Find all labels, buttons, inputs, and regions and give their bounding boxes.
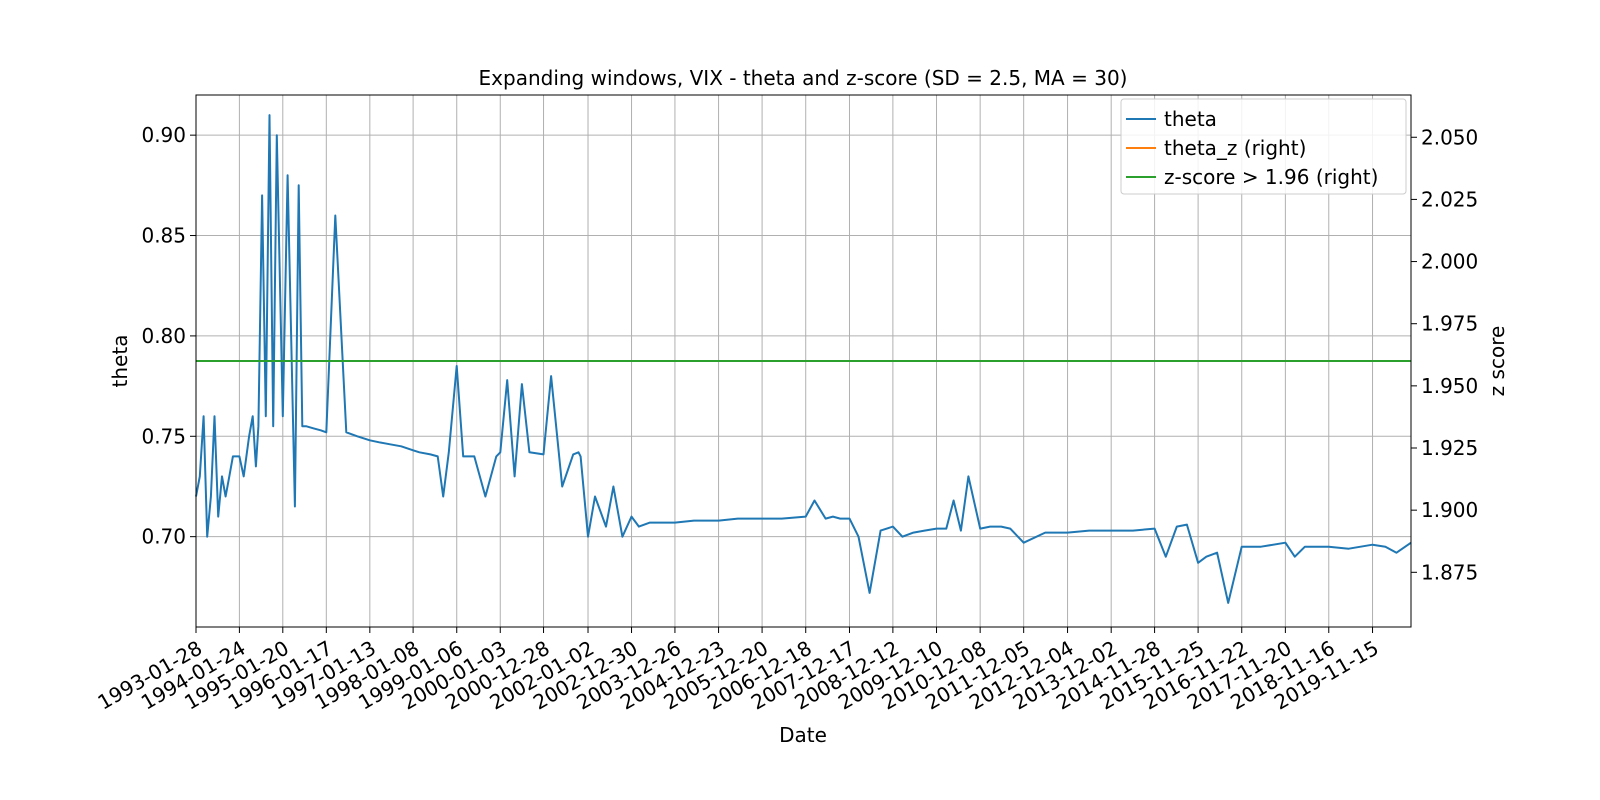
y-right-tick-label: 2.025 — [1421, 187, 1478, 211]
x-axis-title: Date — [779, 723, 827, 747]
y-axis-right-title: z score — [1485, 326, 1509, 397]
legend-box — [1120, 98, 1407, 195]
series-layer — [195, 114, 1412, 604]
series-line-0 — [195, 114, 1412, 604]
y-axis-left: 0.70 0.75 0.80 0.85 0.90 — [141, 123, 196, 549]
legend-entry: theta — [1164, 107, 1217, 131]
legend: theta theta_z (right) z-score > 1.96 (righ… — [1120, 98, 1407, 195]
y-right-tick-label: 1.875 — [1421, 560, 1478, 584]
legend-entry: z-score > 1.96 (right) — [1164, 165, 1378, 189]
plot-frame — [195, 94, 1412, 628]
y-tick-label: 0.85 — [141, 224, 186, 248]
y-axis-title: theta — [108, 335, 132, 388]
chart-title: Expanding windows, VIX - theta and z-sco… — [479, 66, 1128, 90]
y-tick-label: 0.75 — [141, 424, 186, 448]
y-tick-label: 0.90 — [141, 123, 186, 147]
y-axis-right: 1.875 1.900 1.925 1.950 1.975 2.000 2.025 2.050 — [1411, 125, 1478, 584]
y-right-tick-label: 1.975 — [1421, 312, 1478, 336]
y-tick-label: 0.70 — [141, 525, 186, 549]
y-right-tick-label: 1.900 — [1421, 498, 1478, 522]
legend-entry: theta_z (right) — [1164, 136, 1306, 160]
y-right-tick-label: 2.000 — [1421, 250, 1478, 274]
y-right-tick-label: 1.925 — [1421, 436, 1478, 460]
y-right-tick-label: 2.050 — [1421, 125, 1478, 149]
x-axis: 1993-01-281994-01-241995-01-201996-01-17… — [93, 627, 1383, 715]
y-tick-label: 0.80 — [141, 324, 186, 348]
y-right-tick-label: 1.950 — [1421, 374, 1478, 398]
